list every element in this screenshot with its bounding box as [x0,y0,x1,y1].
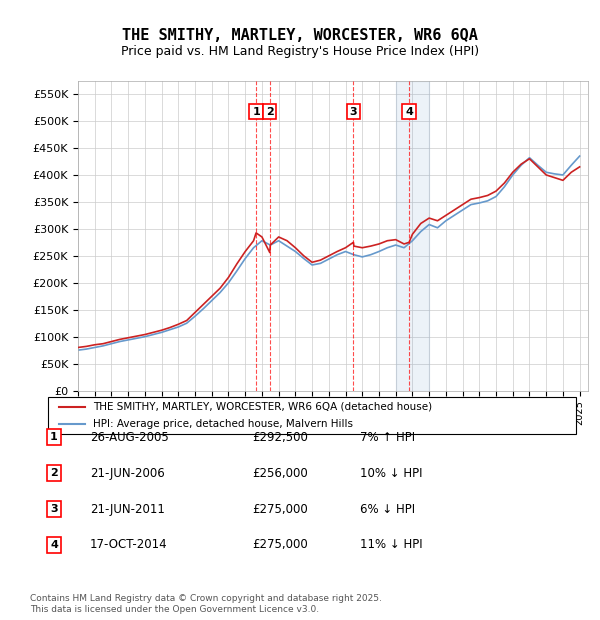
Text: 2: 2 [266,107,274,117]
Text: THE SMITHY, MARTLEY, WORCESTER, WR6 6QA: THE SMITHY, MARTLEY, WORCESTER, WR6 6QA [122,28,478,43]
Text: 26-AUG-2005: 26-AUG-2005 [90,431,169,443]
Text: 1: 1 [50,432,58,442]
Text: Contains HM Land Registry data © Crown copyright and database right 2025.
This d: Contains HM Land Registry data © Crown c… [30,595,382,614]
Bar [396,81,429,391]
Text: 21-JUN-2006: 21-JUN-2006 [90,467,165,479]
Text: 21-JUN-2011: 21-JUN-2011 [90,503,165,515]
Text: 3: 3 [50,504,58,514]
Text: Price paid vs. HM Land Registry's House Price Index (HPI): Price paid vs. HM Land Registry's House … [121,45,479,58]
Text: THE SMITHY, MARTLEY, WORCESTER, WR6 6QA (detached house): THE SMITHY, MARTLEY, WORCESTER, WR6 6QA … [93,402,432,412]
Text: 2: 2 [50,468,58,478]
Text: £275,000: £275,000 [252,503,308,515]
Text: £292,500: £292,500 [252,431,308,443]
Text: 4: 4 [405,107,413,117]
Text: 10% ↓ HPI: 10% ↓ HPI [360,467,422,479]
Text: HPI: Average price, detached house, Malvern Hills: HPI: Average price, detached house, Malv… [93,418,353,428]
Text: 7% ↑ HPI: 7% ↑ HPI [360,431,415,443]
Text: 6% ↓ HPI: 6% ↓ HPI [360,503,415,515]
FancyBboxPatch shape [48,397,576,434]
Text: 17-OCT-2014: 17-OCT-2014 [90,539,167,551]
Text: 1: 1 [252,107,260,117]
Text: 11% ↓ HPI: 11% ↓ HPI [360,539,422,551]
Text: 4: 4 [50,540,58,550]
Text: 3: 3 [350,107,357,117]
Text: £275,000: £275,000 [252,539,308,551]
Text: £256,000: £256,000 [252,467,308,479]
